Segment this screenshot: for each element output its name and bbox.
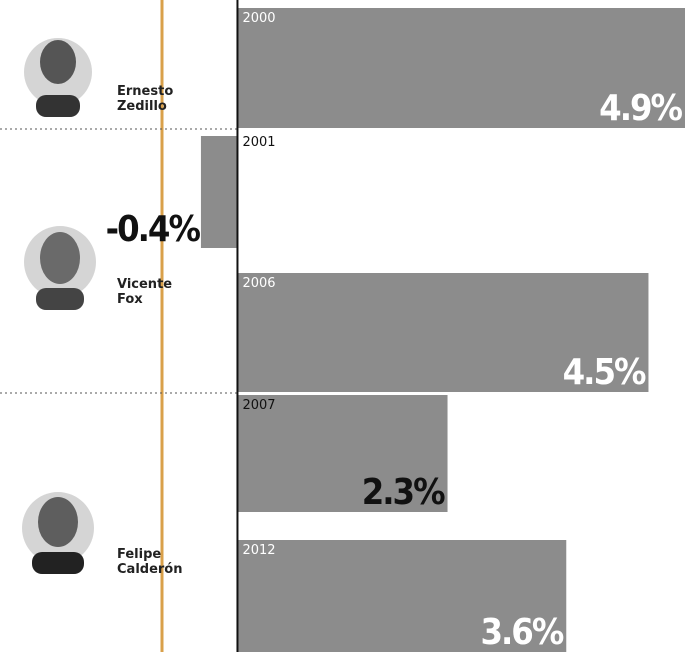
president-name: Vicente Fox (117, 277, 173, 307)
value-label: 2.3% (362, 472, 445, 513)
portrait (24, 38, 92, 117)
category-label: 2012 (242, 543, 275, 558)
bar (200, 136, 238, 248)
portrait (24, 226, 96, 310)
bar (237, 273, 649, 392)
category-label: 2007 (242, 398, 275, 413)
value-label: -0.4% (106, 209, 201, 250)
portrait (22, 492, 94, 574)
value-label: 3.6% (480, 612, 563, 652)
value-label: 4.9% (599, 88, 682, 129)
category-label: 2000 (242, 11, 275, 26)
president-name: Felipe Calderón (117, 547, 183, 577)
category-label: 2006 (242, 276, 275, 291)
value-label: 4.5% (563, 352, 646, 393)
bar (237, 540, 567, 652)
bar (237, 395, 448, 512)
category-label: 2001 (242, 135, 275, 150)
president-name: Ernesto Zedillo (117, 84, 174, 114)
bar (237, 8, 685, 128)
